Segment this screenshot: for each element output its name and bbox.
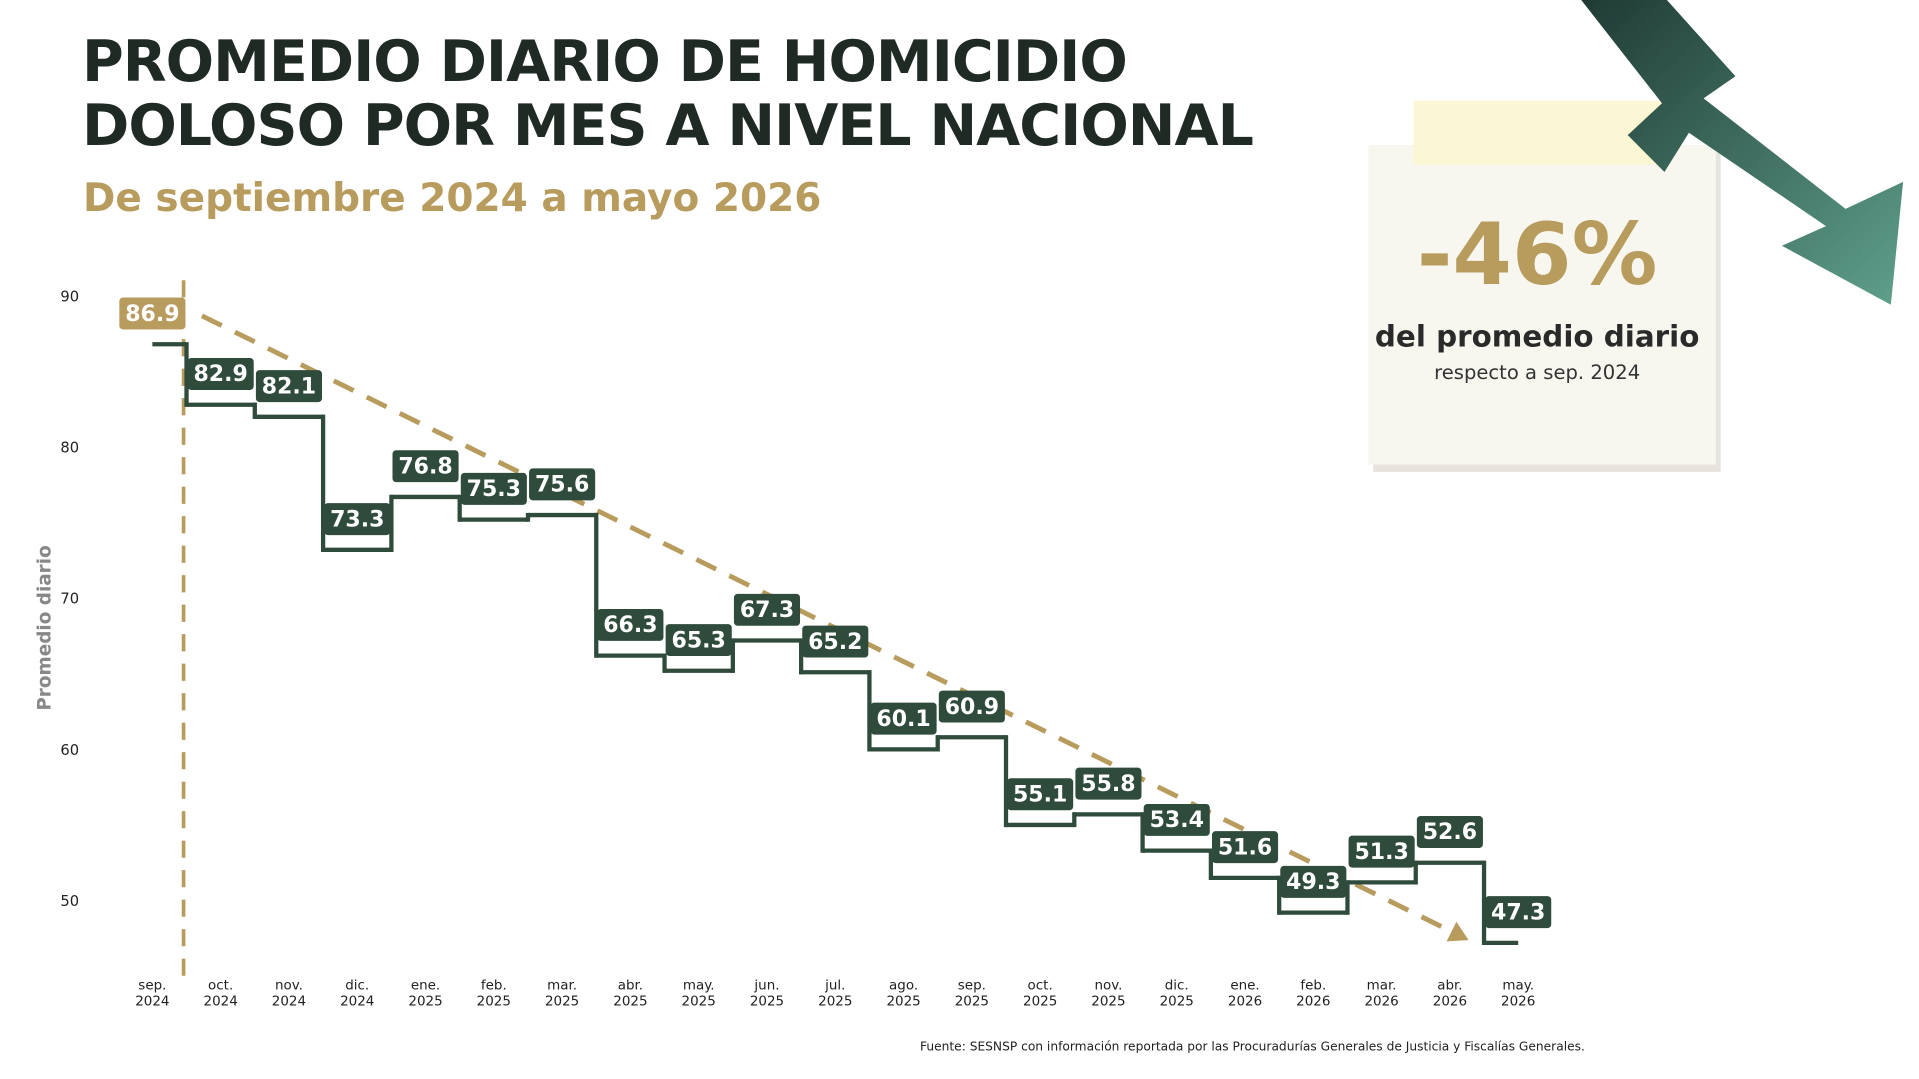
value-label-box — [529, 468, 596, 501]
value-label-box — [255, 370, 322, 403]
value-label-box — [1007, 778, 1074, 811]
y-tick-label: 80 — [60, 440, 79, 457]
x-tick-label: ene. 2026 — [1228, 978, 1262, 1010]
value-label: 75.6 — [535, 473, 589, 498]
value-label-box — [597, 608, 664, 641]
x-tick-label: mar. 2026 — [1364, 978, 1398, 1010]
value-label-box — [802, 625, 869, 658]
value-label: 65.3 — [672, 628, 726, 653]
value-label-box — [1280, 865, 1347, 898]
value-label: 55.8 — [1081, 772, 1135, 797]
value-label: 75.3 — [467, 477, 521, 502]
x-tick-label: abr. 2026 — [1433, 978, 1467, 1010]
value-label-box — [1485, 896, 1552, 929]
subtitle: De septiembre 2024 a mayo 2026 — [83, 176, 822, 221]
value-label-box — [460, 472, 527, 505]
trend-arrowhead — [1446, 921, 1469, 942]
callout-value: -46% — [1417, 205, 1658, 305]
trend-arrow-icon — [1581, 0, 1904, 305]
value-label: 73.3 — [330, 507, 384, 532]
value-label-box — [392, 450, 459, 483]
note-card — [1368, 145, 1716, 465]
value-label: 60.9 — [945, 695, 999, 720]
value-label: 76.8 — [398, 454, 452, 479]
y-tick-label: 50 — [60, 893, 79, 910]
value-label: 82.1 — [262, 374, 316, 399]
x-tick-label: mar. 2025 — [545, 978, 579, 1010]
y-axis-label: Promedio diario — [34, 545, 55, 710]
x-tick-label: sep. 2024 — [135, 978, 169, 1010]
y-tick-label: 60 — [60, 742, 79, 759]
value-label-box — [119, 297, 186, 330]
value-label: 60.1 — [876, 707, 930, 732]
title: PROMEDIO DIARIO DE HOMICIDIO DOLOSO POR … — [82, 29, 1254, 160]
value-label-box — [187, 358, 254, 390]
value-label-box — [938, 690, 1005, 723]
x-tick-label: ene. 2025 — [408, 978, 442, 1010]
value-label-box — [1143, 803, 1210, 836]
x-tick-label: abr. 2025 — [613, 978, 647, 1010]
x-tick-label: may. 2025 — [682, 978, 716, 1010]
x-tick-label: dic. 2024 — [340, 978, 374, 1010]
source: Fuente: SESNSP con información reportada… — [920, 1040, 1585, 1054]
x-tick-label: feb. 2025 — [477, 978, 511, 1010]
x-tick-label: oct. 2025 — [1023, 978, 1057, 1010]
value-label: 51.3 — [1354, 840, 1408, 865]
value-label: 82.9 — [193, 362, 247, 387]
value-label: 49.3 — [1286, 870, 1340, 895]
trend-line — [200, 313, 1453, 934]
value-label: 53.4 — [1150, 808, 1204, 833]
value-label-box — [324, 503, 391, 536]
y-tick-label: 90 — [60, 288, 79, 305]
value-label-box — [665, 624, 732, 657]
x-tick-label: feb. 2026 — [1296, 978, 1330, 1010]
value-label: 52.6 — [1423, 820, 1477, 845]
x-tick-label: ago. 2025 — [886, 978, 920, 1010]
value-label: 51.6 — [1218, 835, 1272, 860]
x-tick-label: jun. 2025 — [750, 978, 784, 1010]
x-tick-label: nov. 2024 — [272, 978, 306, 1010]
value-label-box — [870, 702, 937, 735]
callout-subtext: respecto a sep. 2024 — [1434, 361, 1640, 384]
value-label-box — [733, 593, 801, 626]
x-tick-label: nov. 2025 — [1091, 978, 1125, 1010]
x-tick-label: may. 2026 — [1501, 978, 1535, 1010]
value-label: 65.2 — [808, 630, 862, 655]
value-label-box — [1416, 816, 1483, 848]
tape — [1413, 100, 1671, 165]
x-tick-label: dic. 2025 — [1160, 978, 1194, 1010]
value-label: 66.3 — [603, 613, 657, 638]
value-label: 86.9 — [125, 302, 179, 327]
x-tick-label: oct. 2024 — [204, 978, 238, 1010]
value-label: 47.3 — [1491, 900, 1545, 925]
x-tick-label: sep. 2025 — [955, 978, 989, 1010]
value-label-box — [1075, 767, 1142, 800]
value-label: 67.3 — [740, 598, 794, 623]
value-label: 55.1 — [1013, 782, 1067, 807]
value-label-box — [1211, 831, 1279, 864]
callout-text: del promedio diario — [1375, 319, 1699, 353]
value-label-box — [1348, 835, 1415, 868]
x-tick-label: jul. 2025 — [818, 978, 852, 1010]
y-tick-label: 70 — [60, 591, 79, 608]
